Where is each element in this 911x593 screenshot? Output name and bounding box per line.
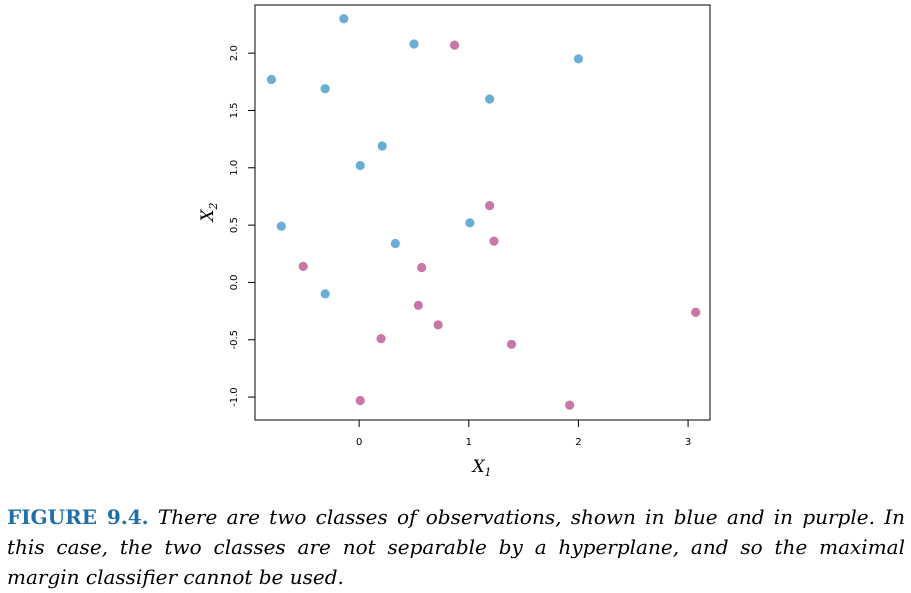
y-tick-label: 1.5 — [229, 103, 240, 119]
data-point — [320, 84, 330, 94]
x-axis: 0 1 2 3 — [356, 420, 691, 448]
data-point — [355, 395, 365, 406]
y-axis: -1.0 -0.5 0.0 0.5 1.0 1.5 2.0 — [229, 45, 255, 407]
figure-caption: FIGURE 9.4. There are two classes of obs… — [7, 502, 905, 592]
y-tick-label: -0.5 — [229, 330, 240, 350]
data-point — [409, 39, 419, 49]
data-point — [489, 236, 499, 246]
y-tick-label: 0.0 — [229, 274, 240, 290]
data-point — [449, 40, 460, 50]
scatter-chart: 0 1 2 3 -1.0 -0.5 0.0 0.5 1.0 1.5 2.0 X1 X2 — [198, 4, 711, 479]
y-tick-label: 1.0 — [229, 160, 240, 176]
data-point — [485, 201, 495, 211]
y-axis-title: X2 — [198, 202, 220, 223]
y-tick-label: -1.0 — [229, 387, 240, 407]
data-point — [339, 14, 349, 24]
data-point — [413, 300, 423, 310]
figure-caption-text: There are two classes of observations, s… — [7, 505, 905, 589]
data-point — [691, 307, 701, 317]
data-point — [485, 94, 495, 104]
x-tick-label: 3 — [685, 437, 691, 448]
data-point — [506, 339, 517, 349]
data-point — [465, 218, 475, 228]
data-point — [320, 289, 330, 299]
data-point — [376, 334, 386, 344]
data-points — [266, 14, 701, 410]
data-point — [298, 261, 308, 271]
data-point — [417, 262, 427, 273]
data-point — [276, 221, 286, 231]
x-tick-label: 2 — [575, 437, 581, 448]
y-tick-label: 0.5 — [229, 217, 240, 233]
data-point — [433, 320, 443, 330]
data-point — [573, 54, 584, 64]
data-point — [565, 400, 575, 410]
data-point — [377, 141, 387, 151]
x-axis-title: X1 — [470, 457, 491, 479]
y-tick-label: 2.0 — [229, 45, 240, 61]
plot-frame — [254, 4, 711, 421]
data-point — [266, 74, 277, 85]
data-point — [390, 238, 400, 249]
x-tick-label: 0 — [356, 437, 362, 448]
x-tick-label: 1 — [466, 437, 472, 448]
data-point — [355, 160, 365, 171]
figure-label: FIGURE 9.4. — [7, 505, 149, 529]
